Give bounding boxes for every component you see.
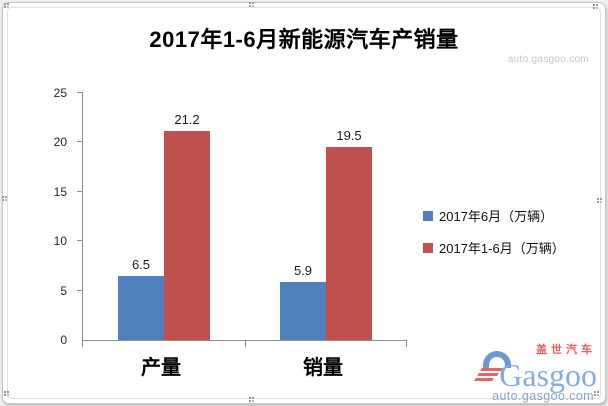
bar-value-label[interactable]: 6.5	[131, 256, 151, 272]
legend-swatch	[423, 210, 433, 221]
category-label[interactable]: 产量	[141, 357, 181, 379]
resize-handle-top-middle[interactable]	[249, 2, 257, 10]
plot-bar[interactable]	[118, 275, 164, 340]
legend-label: 2017年6月（万辆）	[439, 209, 554, 224]
bar-value-label[interactable]: 5.9	[293, 262, 313, 278]
resize-handle-top-right[interactable]	[593, 4, 601, 12]
category-label[interactable]: 销量	[303, 357, 343, 379]
plot-bar[interactable]	[164, 130, 210, 340]
y-axis-tick-label[interactable]: 5	[60, 283, 67, 298]
gasgoo-arc-icon	[483, 351, 511, 368]
x-axis-tick-mark	[406, 340, 407, 347]
x-axis-tick-mark	[82, 340, 83, 347]
legend[interactable]: 2017年6月（万辆） 2017年1-6月（万辆）	[423, 206, 565, 270]
resize-handle-bottom-right[interactable]	[594, 391, 602, 399]
resize-handle-bottom-left[interactable]	[4, 391, 12, 399]
gasgoo-logo: 盖世汽车 Gasgoo auto.gasgoo.com	[474, 338, 597, 403]
y-axis-tick-label[interactable]: 0	[60, 333, 67, 347]
plot-area[interactable]: 6.5 21.2 5.9 19.5	[77, 92, 407, 347]
y-axis-labels[interactable]: 0 5 10 15 20 25	[39, 86, 75, 347]
legend-item[interactable]: 2017年1-6月（万辆）	[423, 238, 565, 257]
plot-bar[interactable]	[326, 147, 372, 340]
y-axis-tick-mark	[77, 141, 83, 143]
plot-bar[interactable]	[280, 281, 326, 340]
bar-value-label[interactable]: 19.5	[336, 128, 362, 144]
legend-label: 2017年1-6月（万辆）	[439, 241, 565, 256]
y-axis-tick-mark	[77, 190, 83, 192]
y-axis-tick-label[interactable]: 15	[53, 184, 67, 199]
chart-title[interactable]: 2017年1-6月新能源汽车产销量	[149, 27, 459, 52]
x-axis-tick-mark	[245, 340, 246, 347]
y-axis-tick-label[interactable]: 20	[53, 135, 67, 150]
y-axis-tick-label[interactable]: 10	[53, 234, 67, 249]
resize-handle-bottom-middle[interactable]	[249, 397, 257, 405]
y-axis-tick-mark	[77, 289, 83, 291]
gasgoo-site-url: auto.gasgoo.com	[492, 389, 594, 403]
watermark-top-right: auto.gasgoo.com	[507, 54, 589, 65]
y-axis-tick-label[interactable]: 25	[53, 86, 67, 100]
gasgoo-brand-cn: 盖世汽车	[536, 344, 596, 356]
resize-handle-left-middle[interactable]	[2, 196, 10, 204]
legend-item[interactable]: 2017年6月（万辆）	[423, 206, 565, 225]
legend-swatch	[423, 242, 433, 253]
bar-value-label[interactable]: 21.2	[174, 111, 200, 127]
gasgoo-brand-en: Gasgoo	[499, 357, 597, 393]
resize-handle-top-left[interactable]	[4, 3, 12, 11]
y-axis-tick-mark	[77, 240, 83, 242]
y-axis-tick-mark	[77, 92, 83, 93]
resize-handle-right-middle[interactable]	[597, 198, 605, 206]
